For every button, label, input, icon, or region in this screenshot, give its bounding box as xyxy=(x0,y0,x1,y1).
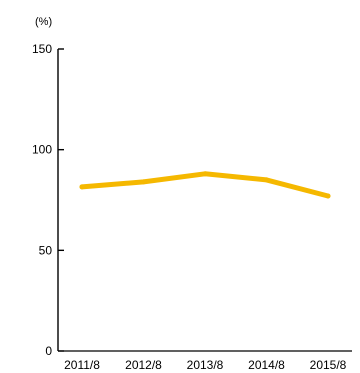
data-point xyxy=(141,179,146,185)
series xyxy=(79,171,331,199)
y-tick-label: 150 xyxy=(32,42,52,56)
x-tick-label: 2012/8 xyxy=(125,358,162,372)
data-point xyxy=(325,193,331,199)
x-tick-label: 2013/8 xyxy=(187,358,224,372)
y-axis: 0 50 100 150 xyxy=(32,42,64,358)
x-tick-label: 2015/8 xyxy=(310,358,347,372)
x-axis: 2011/8 2012/8 2013/8 2014/8 2015/8 xyxy=(58,350,352,372)
y-unit-label: (%) xyxy=(35,16,52,28)
data-point xyxy=(79,184,85,190)
y-tick-label: 0 xyxy=(45,344,52,358)
x-tick-label: 2011/8 xyxy=(64,358,100,372)
x-tick-label: 2014/8 xyxy=(248,358,285,372)
series-line-0 xyxy=(79,171,331,199)
data-point xyxy=(202,171,208,177)
y-tick-label: 50 xyxy=(39,243,53,257)
y-tick-label: 100 xyxy=(32,143,52,157)
data-point xyxy=(264,177,269,183)
